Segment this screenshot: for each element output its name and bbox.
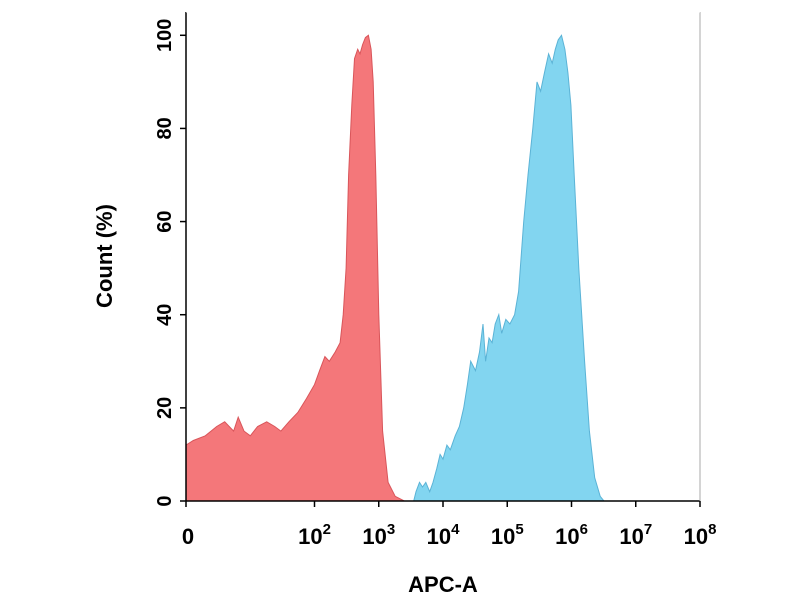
x-tick-label: 102 bbox=[298, 521, 331, 549]
histogram-series-2 bbox=[413, 34, 606, 502]
x-axis-title: APC-A bbox=[408, 572, 478, 597]
x-tick-label: 105 bbox=[491, 521, 524, 549]
x-tick-label: 104 bbox=[427, 521, 460, 549]
ticks-layer: 0 20 40 60 80 100 0 102 103 104 105 106 107 108 bbox=[154, 19, 716, 549]
x-tick-label: 108 bbox=[684, 521, 717, 549]
x-tick-label: 107 bbox=[619, 521, 652, 549]
y-tick-label: 60 bbox=[154, 210, 176, 232]
y-tick-label: 100 bbox=[154, 19, 176, 52]
histogram-series-1 bbox=[185, 34, 405, 502]
y-tick-label: 0 bbox=[154, 495, 176, 506]
y-tick-label: 40 bbox=[154, 304, 176, 326]
y-tick-label: 80 bbox=[154, 117, 176, 139]
series-layer bbox=[185, 34, 606, 502]
y-axis-title: Count (%) bbox=[92, 204, 117, 308]
x-tick-label: 106 bbox=[555, 521, 588, 549]
x-tick-label: 0 bbox=[182, 524, 194, 549]
x-tick-label: 103 bbox=[362, 521, 395, 549]
y-tick-label: 20 bbox=[154, 397, 176, 419]
